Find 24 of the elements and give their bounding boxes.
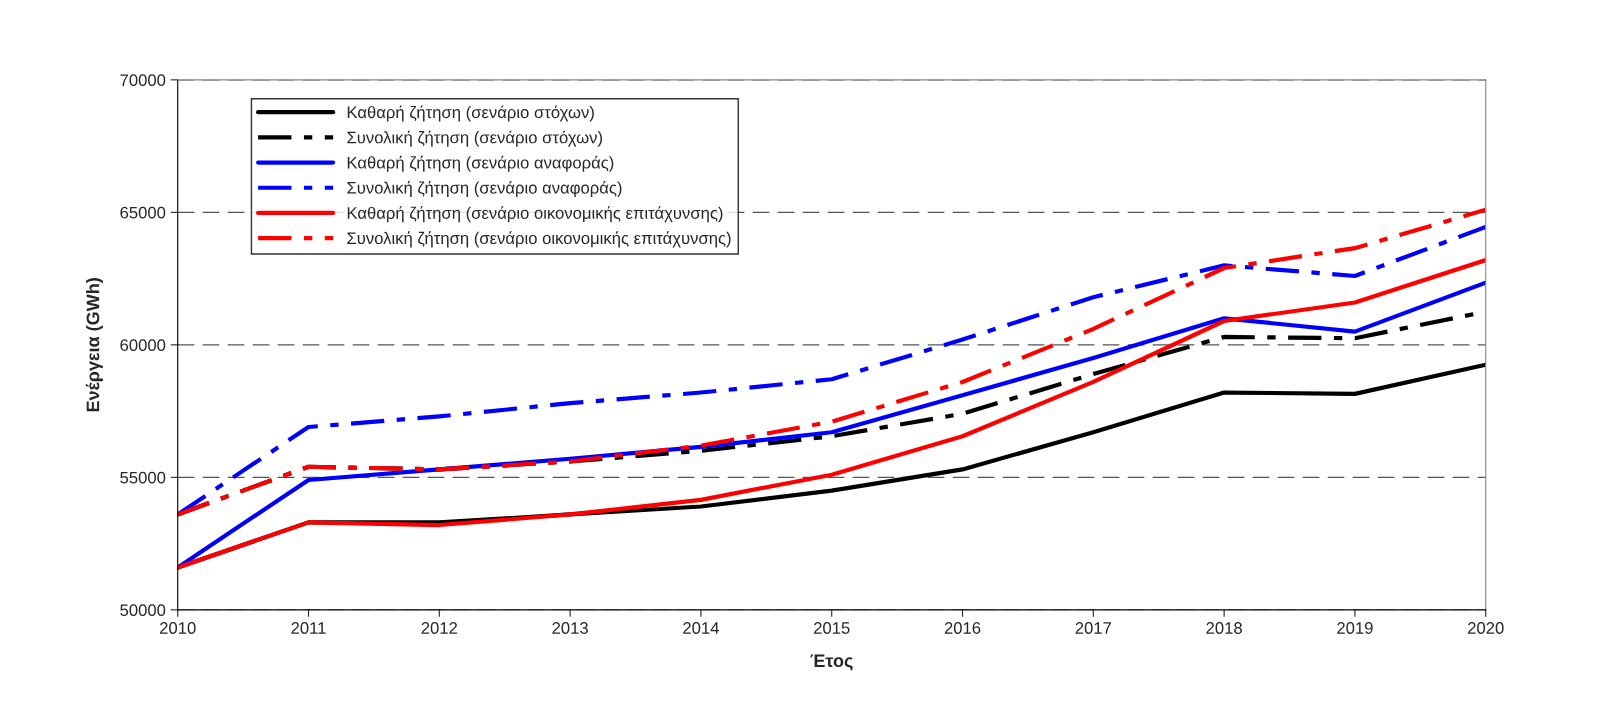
y-tick-label: 70000 — [120, 74, 166, 87]
x-tick-label: 2018 — [1206, 622, 1242, 634]
x-tick-label: 2017 — [1075, 622, 1112, 634]
legend-label: Καθαρή ζήτηση (σενάριο στόχων) — [347, 105, 594, 122]
x-tick-label: 2013 — [552, 622, 588, 634]
x-tick-label: 2016 — [944, 622, 981, 634]
x-tick-label: 2010 — [160, 622, 196, 634]
legend-label: Καθαρή ζήτηση (σενάριο αναφοράς) — [347, 155, 614, 172]
x-tick-label: 2015 — [814, 622, 850, 634]
legend-label: Καθαρή ζήτηση (σενάριο οικονομικής επιτάχυνσης) — [347, 206, 723, 223]
x-axis-title: Έτος — [810, 654, 853, 671]
legend-label: Συνολική ζήτηση (σενάριο αναφοράς) — [347, 181, 622, 198]
x-tick-label: 2011 — [291, 622, 326, 634]
x-tick-label: 2019 — [1337, 622, 1373, 634]
y-tick-label: 60000 — [120, 339, 166, 352]
y-axis-title: Ενέργεια (GWh) — [85, 278, 103, 412]
legend-label: Συνολική ζήτηση (σενάριο στόχων) — [347, 130, 602, 147]
x-tick-label: 2020 — [1468, 622, 1504, 634]
y-tick-label: 50000 — [120, 604, 166, 617]
x-tick-label: 2012 — [421, 622, 458, 634]
x-tick-label: 2014 — [683, 622, 719, 634]
y-tick-label: 55000 — [120, 471, 166, 484]
legend-label: Συνολική ζήτηση (σενάριο οικονομικής επιτάχυνσης) — [347, 231, 731, 248]
y-tick-label: 65000 — [120, 206, 166, 219]
